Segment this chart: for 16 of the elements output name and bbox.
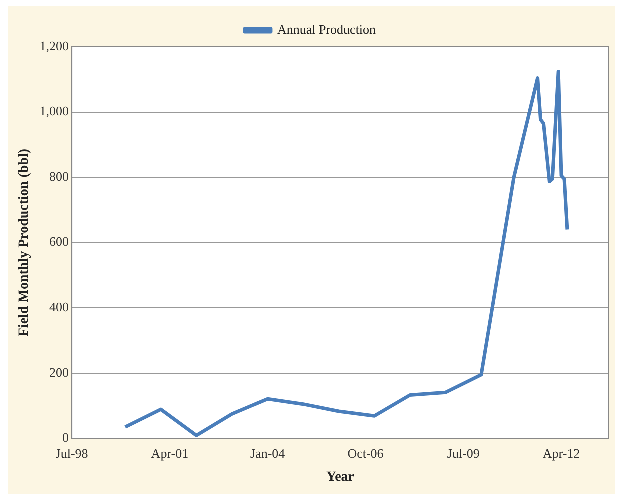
y-tick-label: 200 [50, 364, 70, 380]
y-tick-label: 800 [50, 168, 70, 184]
y-tick-label: 1,000 [40, 104, 70, 119]
x-tick-label: Jul-98 [56, 446, 88, 461]
x-tick-label: Oct-06 [348, 446, 384, 461]
x-tick-label: Jul-09 [447, 446, 480, 461]
legend-label: Annual Production [277, 22, 377, 37]
x-tick-label: Apr-12 [542, 446, 580, 461]
x-tick-label: Apr-01 [151, 446, 189, 461]
y-tick-label: 1,200 [40, 38, 70, 54]
y-tick-label: 400 [50, 299, 70, 314]
x-axis-title: Year [326, 470, 355, 486]
y-tick-label: 600 [50, 234, 70, 250]
y-axis-title: Field Monthly Production (bbl) [17, 148, 32, 337]
x-tick-label: Jan-04 [250, 446, 286, 461]
y-tick-label: 0 [62, 430, 70, 446]
